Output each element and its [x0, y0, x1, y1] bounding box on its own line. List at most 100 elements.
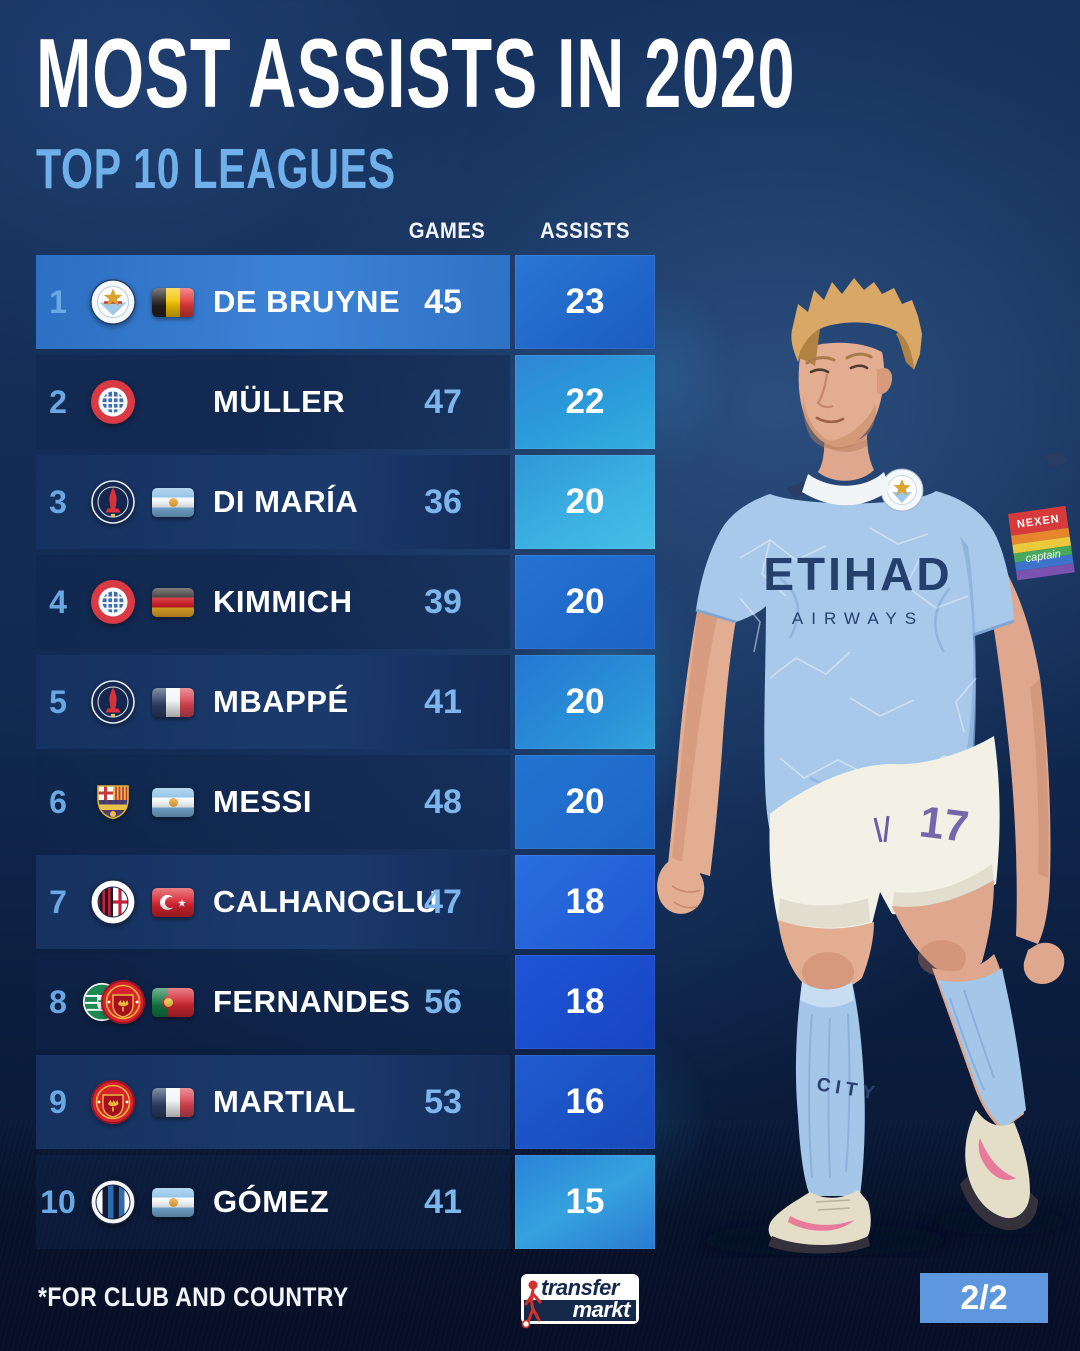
assists-value: 20 [565, 682, 605, 721]
games-value: 36 [424, 483, 462, 521]
table-row-fernandes: 8 FERNANDES 56 18 [36, 955, 656, 1049]
rank: 3 [49, 484, 67, 520]
assists-cell: 20 [515, 555, 655, 649]
rank: 1 [49, 284, 67, 320]
transfermarkt-logo-top-text: transfer [524, 1277, 636, 1300]
armband-sponsor-text: NEXEN [1016, 513, 1060, 531]
player-photo-kevin-de-bruyne: ETIHAD AIRWAYS NEXEN captain 17 CITY [657, 278, 1075, 1256]
shirt-sponsor-sub-text: AIRWAYS [792, 609, 924, 628]
portugal-flag-icon [152, 988, 194, 1017]
games-value: 56 [424, 983, 462, 1021]
player-name: FERNANDES [213, 984, 411, 1019]
argentina-flag-icon [152, 1188, 194, 1217]
assists-cell: 18 [515, 955, 655, 1049]
rank: 8 [49, 984, 67, 1020]
table-row-messi: 6 MESSI 48 20 [36, 755, 656, 849]
assists-cell: 22 [515, 355, 655, 449]
rank: 10 [40, 1184, 76, 1220]
assists-value: 22 [565, 382, 605, 421]
assists-value: 16 [565, 1082, 605, 1121]
games-value: 41 [424, 683, 462, 721]
puma-logo-icon [1044, 452, 1068, 467]
table-row-martial: 9 MARTIAL 53 16 [36, 1055, 656, 1149]
transfermarkt-logo-bottom-text: markt [524, 1299, 636, 1321]
player-name: MÜLLER [213, 384, 346, 419]
france-flag-icon [152, 688, 194, 717]
player-name: DE BRUYNE [213, 284, 401, 319]
rank: 4 [49, 584, 67, 620]
player-name: MESSI [213, 784, 312, 819]
argentina-flag-icon [152, 488, 194, 517]
games-value: 45 [424, 283, 462, 321]
barcelona-badge-icon [90, 779, 136, 825]
table-row-di-maria: 3 DI MARÍA 36 20 [36, 455, 656, 549]
assists-cell: 20 [515, 455, 655, 549]
games-column-header: GAMES [408, 218, 486, 243]
assists-cell: 16 [515, 1055, 655, 1149]
table-row-de-bruyne: 1 DE BRUYNE 45 23 [36, 255, 656, 349]
psg-badge-icon [90, 679, 136, 725]
assists-value: 23 [565, 282, 605, 321]
player-name: CALHANOGLU [213, 884, 439, 919]
assists-value: 18 [565, 982, 605, 1021]
page-indicator-badge: 2/2 [920, 1273, 1048, 1323]
games-value: 48 [424, 783, 462, 821]
germany-flag-icon [152, 588, 194, 617]
games-value: 47 [424, 383, 462, 421]
rank: 7 [49, 884, 67, 920]
shirt-crest-icon [880, 468, 924, 512]
player-name: DI MARÍA [213, 484, 359, 519]
armband-captain-text: captain [1025, 548, 1062, 565]
assists-cell: 20 [515, 755, 655, 849]
france-flag-icon [152, 1088, 194, 1117]
ac-milan-badge-icon [90, 879, 136, 925]
rank: 2 [49, 384, 67, 420]
rank: 9 [49, 1084, 67, 1120]
player-name: GÓMEZ [213, 1184, 330, 1219]
argentina-flag-icon [152, 788, 194, 817]
games-value: 47 [424, 883, 462, 921]
player-name: KIMMICH [213, 584, 353, 619]
assists-cell: 20 [515, 655, 655, 749]
turkey-flag-icon [152, 888, 194, 917]
captain-armband-icon: NEXEN captain [1008, 505, 1075, 581]
atalanta-badge-icon [90, 1179, 136, 1225]
bayern-munich-badge-icon [90, 379, 136, 425]
player-name: MBAPPÉ [213, 684, 349, 719]
assists-cell: 18 [515, 855, 655, 949]
table-header: GAMES ASSISTS [36, 218, 656, 252]
table-row-gomez: 10 GÓMEZ 41 15 [36, 1155, 656, 1249]
transfermarkt-logo: transfer markt [521, 1274, 639, 1329]
manchester-united-badge-icon [90, 1079, 136, 1125]
assists-value: 20 [565, 582, 605, 621]
table-row-muller: 2 MÜLLER 47 22 [36, 355, 656, 449]
shirt-sponsor-text: ETIHAD [763, 548, 952, 600]
assists-value: 15 [565, 1182, 605, 1221]
player-name: MARTIAL [213, 1084, 356, 1119]
assists-value: 18 [565, 882, 605, 921]
club-badges [82, 979, 148, 1025]
assists-value: 20 [565, 482, 605, 521]
page-subtitle: TOP 10 LEAGUES [36, 137, 396, 201]
rank: 5 [49, 684, 67, 720]
page-indicator: 2/2 [960, 1278, 1008, 1317]
assists-cell: 23 [515, 255, 655, 349]
games-value: 39 [424, 583, 462, 621]
assists-value: 20 [565, 782, 605, 821]
rank: 6 [49, 784, 67, 820]
manchester-united-badge-icon [100, 979, 146, 1025]
table-row-calhanoglu: 7 CALHANOGLU 47 18 [36, 855, 656, 949]
belgium-flag-icon [152, 288, 194, 317]
games-value: 41 [424, 1183, 462, 1221]
bayern-munich-badge-icon [90, 579, 136, 625]
transfermarkt-player-figure-icon [521, 1280, 542, 1329]
assists-column-header: ASSISTS [540, 218, 630, 243]
table-row-kimmich: 4 KIMMICH 39 20 [36, 555, 656, 649]
table-row-mbappe: 5 MBAPPÉ 41 20 [36, 655, 656, 749]
footnote: *FOR CLUB AND COUNTRY [38, 1282, 349, 1312]
games-value: 53 [424, 1083, 462, 1121]
psg-badge-icon [90, 479, 136, 525]
page-title: MOST ASSISTS IN 2020 [36, 18, 796, 128]
assists-cell: 15 [515, 1155, 655, 1249]
manchester-city-badge-icon [90, 279, 136, 325]
